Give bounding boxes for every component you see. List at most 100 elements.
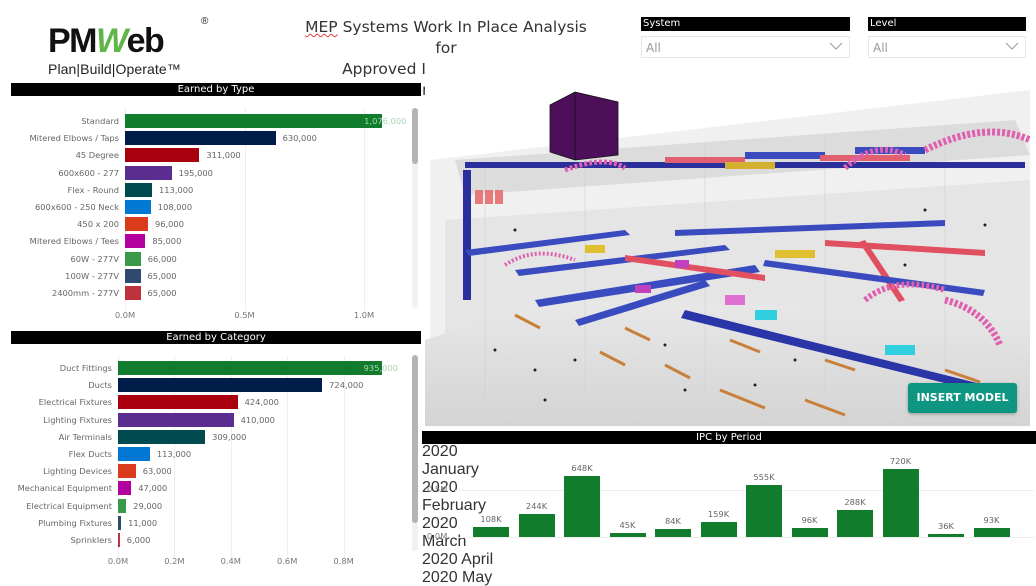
column-bar[interactable] [564, 476, 600, 537]
gridline [343, 356, 345, 559]
level-slicer: Level All [868, 17, 1026, 58]
column[interactable]: 96K [791, 443, 828, 537]
period-label-line: 2020 [422, 479, 458, 496]
column-bar[interactable] [609, 532, 646, 537]
bar-row[interactable]: Electrical Fixtures 424,000 [0, 395, 420, 410]
value-label: 47,000 [138, 483, 168, 494]
bar[interactable] [118, 515, 122, 530]
column[interactable]: 555K [746, 443, 782, 537]
column-bar[interactable] [473, 526, 509, 537]
column[interactable]: 288K [837, 443, 873, 537]
registered-mark: ® [201, 16, 209, 27]
earned-by-category-scrollbar[interactable] [412, 355, 418, 551]
bar[interactable] [118, 395, 238, 410]
bar[interactable] [125, 165, 172, 180]
column-bar[interactable] [791, 527, 828, 537]
column[interactable]: 108K [473, 443, 509, 537]
bar[interactable] [125, 251, 141, 266]
column-bar[interactable] [928, 533, 964, 537]
value-label: 309,000 [212, 431, 247, 442]
bar[interactable] [125, 148, 200, 163]
category-label: Flex Ducts [68, 449, 112, 459]
value-label: 555K [753, 471, 775, 482]
mep-model-render [425, 90, 1032, 426]
value-label: 66,000 [147, 253, 177, 264]
bar-row[interactable]: Flex Ducts 113,000 [0, 447, 420, 461]
bar-row[interactable]: 60W - 277V 66,000 [0, 251, 420, 266]
bar[interactable] [125, 286, 141, 300]
bar[interactable] [118, 429, 206, 444]
bar[interactable] [118, 378, 323, 393]
bar[interactable] [118, 464, 136, 479]
scrollbar-thumb[interactable] [412, 108, 418, 164]
column-bar[interactable] [973, 528, 1010, 537]
bar-row[interactable]: 100W - 277V 65,000 [0, 268, 420, 283]
bar[interactable] [125, 114, 383, 128]
value-label: 93K [983, 515, 1000, 526]
value-label: 36K [938, 520, 954, 531]
earned-by-type-header: Earned by Type [11, 83, 421, 96]
bar-row[interactable]: 45 Degree 311,000 [0, 148, 420, 163]
bar-row[interactable]: Lighting Devices 63,000 [0, 464, 420, 479]
bar-row[interactable]: 2400mm - 277V 65,000 [0, 286, 420, 300]
bar[interactable] [118, 361, 382, 375]
bar-row[interactable]: 600x600 - 277 195,000 [0, 165, 420, 180]
gridline [174, 356, 176, 559]
bar[interactable] [125, 217, 148, 232]
bar[interactable] [125, 131, 276, 146]
column[interactable]: 36K [928, 443, 964, 537]
column[interactable]: 159K [700, 443, 737, 537]
column-bar[interactable] [700, 522, 737, 537]
bar[interactable] [118, 533, 120, 547]
gridline [455, 490, 1034, 491]
bar[interactable] [118, 498, 127, 513]
earned-by-type-scrollbar[interactable] [412, 108, 418, 308]
column[interactable]: 84K [655, 443, 691, 537]
insert-model-button[interactable]: INSERT MODEL [908, 383, 1017, 413]
bar[interactable] [125, 200, 151, 214]
gridline [364, 108, 365, 312]
column-bar[interactable] [882, 469, 919, 537]
column-bar[interactable] [746, 484, 782, 537]
column[interactable]: 244K [518, 443, 555, 537]
bar-row[interactable]: 450 x 200 96,000 [0, 217, 420, 232]
column-bar[interactable] [518, 514, 555, 537]
bar[interactable] [118, 481, 132, 496]
bar[interactable] [118, 447, 150, 461]
bar-row[interactable]: Flex - Round 113,000 [0, 182, 420, 197]
bim-3d-model-viewer[interactable] [425, 60, 1036, 426]
column[interactable]: 45K [609, 443, 646, 537]
gridline [244, 108, 246, 312]
y-tick: 0.5M [427, 484, 448, 494]
category-label: Air Terminals [58, 431, 112, 442]
bar-row[interactable]: Mechanical Equipment 47,000 [0, 481, 420, 496]
bar[interactable] [125, 234, 146, 249]
scrollbar-thumb[interactable] [412, 355, 418, 523]
value-label: 65,000 [147, 270, 177, 281]
bar-row[interactable]: Electrical Equipment 29,000 [0, 498, 420, 513]
bar-row[interactable]: Mitered Elbows / Tees 85,000 [0, 234, 420, 249]
bar-row[interactable]: Sprinklers 6,000 [0, 533, 420, 547]
x-tick: 0.4M [220, 556, 241, 566]
bar-row[interactable]: Ducts 724,000 [0, 378, 420, 393]
bar-row[interactable]: 600x600 - 250 Neck 108,000 [0, 200, 420, 214]
column[interactable]: 93K [973, 443, 1010, 537]
bar[interactable] [125, 268, 141, 283]
category-label: 450 x 200 [77, 219, 119, 230]
bar-row[interactable]: Duct Fittings 935,000 [0, 361, 420, 375]
column[interactable]: 720K [882, 443, 919, 537]
level-dropdown[interactable]: All [868, 36, 1026, 58]
column-bar[interactable] [655, 529, 691, 537]
bar-row[interactable]: Lighting Fixtures 410,000 [0, 412, 420, 427]
bar[interactable] [118, 412, 234, 427]
column-bar[interactable] [837, 509, 873, 537]
bar[interactable] [125, 182, 152, 197]
category-label: 600x600 - 250 Neck [34, 202, 119, 212]
category-label: Lighting Devices [43, 466, 112, 477]
bar-row[interactable]: Mitered Elbows / Taps 630,000 [0, 131, 420, 146]
bar-row[interactable]: Plumbing Fixtures 11,000 [0, 515, 420, 530]
column[interactable]: 648K [564, 443, 600, 537]
system-dropdown[interactable]: All [641, 36, 850, 58]
bar-row[interactable]: Air Terminals 309,000 [0, 429, 420, 444]
bar-row[interactable]: Standard 1,076,000 [0, 114, 420, 128]
